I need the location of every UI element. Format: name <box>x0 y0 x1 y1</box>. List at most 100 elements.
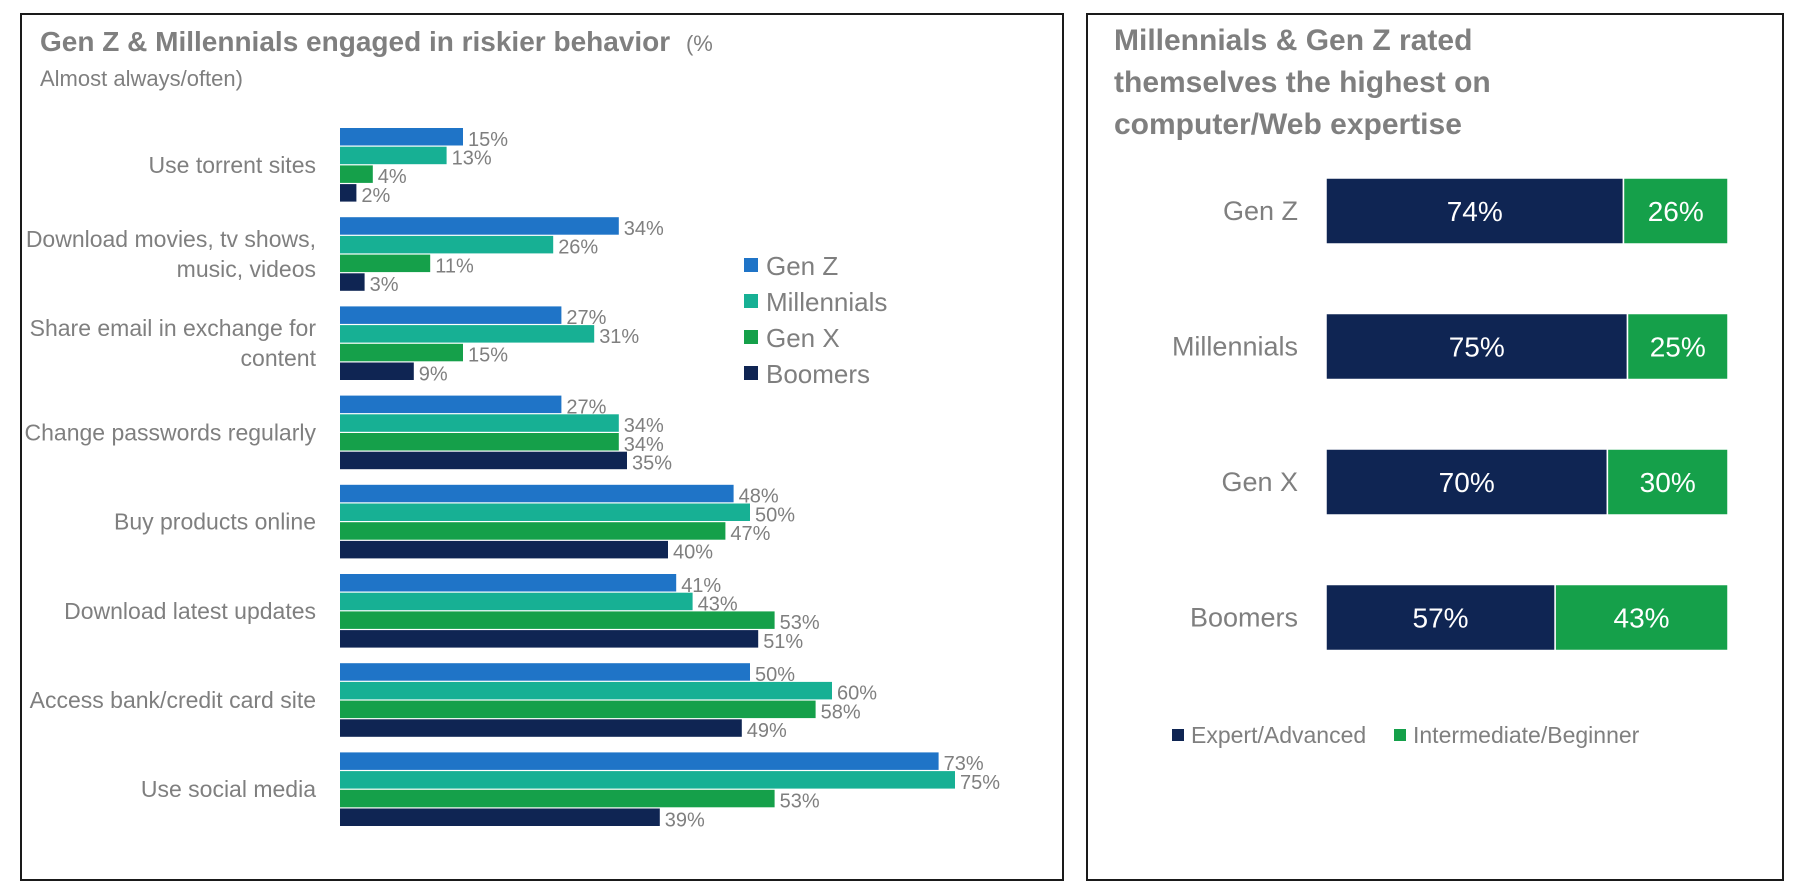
legend-swatch-expert-advanced <box>1172 729 1184 741</box>
category-label: Download movies, tv shows, music, videos <box>26 226 316 282</box>
expertise-panel: Millennials & Gen Z rated themselves the… <box>1086 13 1784 881</box>
riskier-behavior-chart: Gen Z & Millennials engaged in riskier b… <box>25 26 1001 831</box>
value-label: 39% <box>665 809 705 831</box>
legend-label-intermediate-beginner: Intermediate/Beginner <box>1413 722 1640 748</box>
value-label: 31% <box>599 326 639 348</box>
legend-swatch-intermediate-beginner <box>1394 729 1406 741</box>
value-label: 50% <box>755 504 795 526</box>
bar-millennials <box>340 235 554 254</box>
segment-value-label: 70% <box>1439 467 1495 498</box>
expertise-chart: Millennials & Gen Z rated themselves the… <box>1114 24 1729 748</box>
bar-gen-z <box>340 395 562 414</box>
value-label: 51% <box>763 631 803 653</box>
bar-gen-x <box>340 165 373 183</box>
bar-gen-x <box>340 254 431 273</box>
value-label: 15% <box>468 345 508 367</box>
bar-gen-x <box>340 700 816 719</box>
segment-value-label: 26% <box>1648 196 1704 227</box>
segment-value-label: 74% <box>1447 196 1503 227</box>
bar-millennials <box>340 592 693 611</box>
value-label: 40% <box>673 542 713 564</box>
value-label: 34% <box>624 415 664 437</box>
bar-gen-x <box>340 343 463 362</box>
value-label: 27% <box>566 396 606 418</box>
segment-value-label: 43% <box>1614 603 1670 634</box>
bar-gen-x <box>340 433 619 451</box>
legend-label-gen-x: Gen X <box>766 323 840 353</box>
bar-boomers <box>340 451 627 470</box>
value-label: 60% <box>837 683 877 705</box>
bar-millennials <box>340 681 832 700</box>
value-label: 13% <box>452 147 492 169</box>
bar-boomers <box>340 540 668 559</box>
chart-subtitle: Almost always/often) <box>40 66 243 91</box>
expertise-title-line-3: computer/Web expertise <box>1114 108 1462 141</box>
category-label: Change passwords regularly <box>25 419 317 445</box>
expertise-title-line-2: themselves the highest on <box>1114 66 1491 99</box>
value-label: 27% <box>566 307 606 329</box>
bar-gen-z <box>340 752 939 770</box>
value-label: 50% <box>755 664 795 686</box>
row-label-millennials: Millennials <box>1172 332 1298 362</box>
value-label: 47% <box>730 523 770 545</box>
riskier-behavior-panel: Gen Z & Millennials engaged in riskier b… <box>20 13 1064 881</box>
category-label: Buy products online <box>114 509 316 535</box>
value-label: 2% <box>361 185 390 207</box>
category-label: Share email in exchange for content <box>30 315 317 371</box>
chart-title-main: Gen Z & Millennials engaged in riskier b… <box>40 26 670 57</box>
category-label: Access bank/credit card site <box>30 687 316 713</box>
value-label: 48% <box>739 486 779 508</box>
legend-label-expert-advanced: Expert/Advanced <box>1191 722 1366 748</box>
value-label: 58% <box>821 701 861 723</box>
segment-expert-advanced <box>1325 312 1629 381</box>
category-label: Use social media <box>141 776 316 802</box>
value-label: 9% <box>419 363 448 385</box>
value-label: 49% <box>747 720 787 742</box>
category-label: Use torrent sites <box>149 152 316 178</box>
bar-gen-x <box>340 611 775 629</box>
value-label: 11% <box>435 255 474 277</box>
value-label: 34% <box>624 218 664 240</box>
bar-gen-z <box>340 574 677 592</box>
segment-value-label: 57% <box>1413 603 1469 634</box>
bar-gen-x <box>340 522 726 540</box>
bar-gen-z <box>340 306 562 324</box>
expertise-title-line-1: Millennials & Gen Z rated <box>1114 24 1472 57</box>
bar-gen-z <box>340 663 750 681</box>
segment-intermediate-beginner <box>1626 312 1729 381</box>
bar-gen-z <box>340 217 619 235</box>
row-label-gen-z: Gen Z <box>1223 196 1298 226</box>
segment-value-label: 25% <box>1650 332 1706 363</box>
legend-swatch-gen-z <box>744 258 758 272</box>
value-label: 75% <box>960 772 1000 794</box>
chart-title: Gen Z & Millennials engaged in riskier b… <box>40 26 713 57</box>
value-label: 35% <box>632 452 672 474</box>
bar-millennials <box>340 771 955 789</box>
bar-gen-x <box>340 789 775 808</box>
bar-boomers <box>340 362 414 380</box>
segment-intermediate-beginner <box>1606 448 1729 516</box>
chart-subtitle-inline: (% <box>686 31 713 56</box>
value-label: 41% <box>681 575 721 597</box>
legend-label-millennials: Millennials <box>766 287 887 317</box>
bar-boomers <box>340 719 742 737</box>
segment-intermediate-beginner <box>1622 177 1729 245</box>
row-label-boomers: Boomers <box>1190 603 1298 633</box>
segment-expert-advanced <box>1325 177 1625 245</box>
bar-gen-z <box>340 484 734 503</box>
value-label: 15% <box>468 129 508 151</box>
legend-swatch-gen-x <box>744 330 758 344</box>
legend-swatch-millennials <box>744 294 758 308</box>
segment-expert-advanced <box>1325 583 1556 652</box>
legend-swatch-boomers <box>744 366 758 380</box>
bar-millennials <box>340 414 619 432</box>
bar-millennials <box>340 325 595 343</box>
category-label: Download latest updates <box>64 598 316 624</box>
segment-value-label: 75% <box>1449 332 1505 363</box>
value-label: 43% <box>698 593 738 615</box>
bar-boomers <box>340 184 357 202</box>
bar-gen-z <box>340 128 463 146</box>
value-label: 3% <box>370 274 399 296</box>
segment-expert-advanced <box>1325 448 1609 516</box>
row-label-gen-x: Gen X <box>1221 467 1298 497</box>
